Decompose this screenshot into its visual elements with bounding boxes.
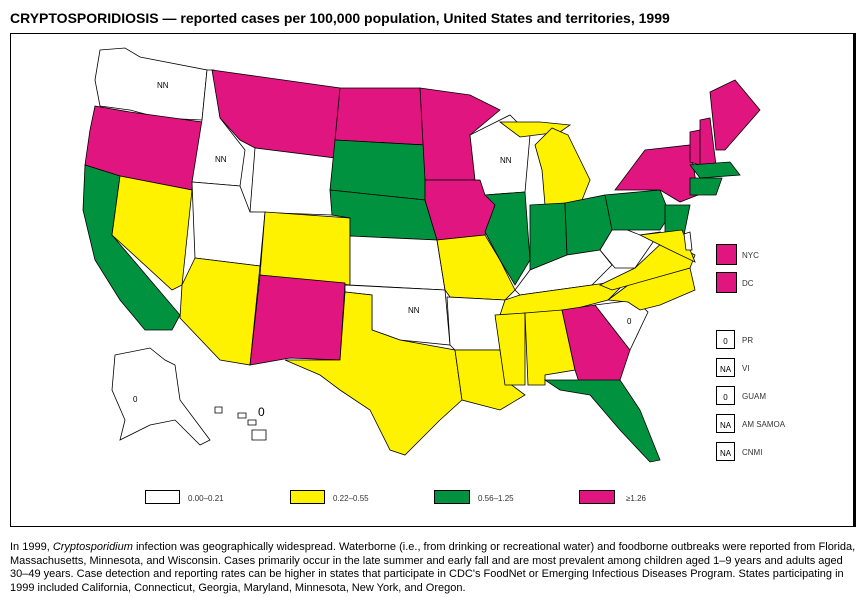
state-label-ok: NN [408,306,420,315]
territory-label-guam: GUAM [742,392,766,401]
territory-value-pr: 0 [716,330,735,349]
state-wy [249,147,336,216]
state-me [709,79,761,151]
territory-label-vi: VI [742,364,750,373]
state-nm [249,274,346,366]
state-miu [498,121,572,138]
legend-label-3: ≥1.26 [626,494,646,503]
legend-swatch-0 [145,490,180,504]
state-nv [111,175,193,291]
state-label-ak: 0 [133,395,138,404]
territory-value-amsamoa: NA [716,414,735,433]
state-vt [689,129,701,166]
legend-label-0: 0.00–0.21 [188,494,224,503]
footnote-text-rest: infection was geographically widespread.… [10,541,856,594]
state-fl [543,379,661,463]
territory-label-pr: PR [742,336,754,345]
state-md [638,229,696,263]
state-ak [111,347,211,446]
state-tx [284,291,463,456]
city-label-dc: DC [742,279,754,288]
state-mi [534,127,591,206]
state-label-hi: 0 [258,405,265,419]
state-ct [689,177,723,196]
territory-label-cnmi: CNMI [742,448,763,457]
footnote-text: In 1999, [10,541,53,553]
state-sd [329,139,426,201]
territory-label-amsamoa: AM SAMOA [742,420,786,429]
state-pa [604,189,671,231]
footnote: In 1999, Cryptosporidium infection was g… [10,541,860,595]
state-ma [689,161,741,179]
legend-swatch-2 [434,490,470,504]
legend-label-2: 0.56–1.25 [478,494,514,503]
state-label-wi: NN [500,156,512,165]
map-title: CRYPTOSPORIDIOSIS — reported cases per 1… [10,10,670,26]
footnote-italic: Cryptosporidium [52,541,133,553]
state-co [259,211,351,286]
legend-label-1: 0.22–0.55 [333,494,369,503]
state-ks [349,235,446,291]
territory-value-vi: NA [716,358,735,377]
territory-value-guam: 0 [716,386,735,405]
city-label-nyc: NYC [742,251,759,260]
state-ms [494,312,526,386]
state-il [484,191,531,286]
state-mo [436,234,516,301]
map-frame [10,33,856,527]
state-label-id: NN [215,155,227,164]
state-nd [334,87,426,146]
state-az [179,257,261,366]
city-box-nyc [716,244,737,265]
state-label-sc: 0 [627,317,632,326]
territory-value-cnmi: NA [716,442,735,461]
state-de [683,231,693,251]
state-label-wa: NN [157,81,169,90]
legend-swatch-3 [579,490,615,504]
city-box-dc [716,272,737,293]
legend-swatch-1 [290,490,325,504]
state-hi [214,406,267,441]
